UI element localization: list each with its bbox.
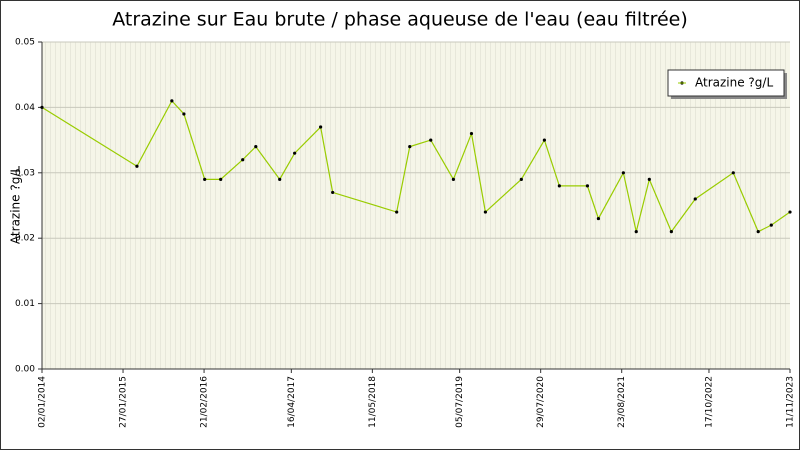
data-point [542, 138, 547, 142]
y-tick-label: 0.01 [15, 299, 35, 309]
data-point [693, 197, 697, 201]
data-point [254, 145, 258, 149]
x-tick-label: 11/05/2018 [368, 376, 378, 428]
y-axis-label: Atrazine ?g/L [9, 166, 23, 244]
data-point [519, 177, 523, 181]
chart-title: Atrazine sur Eau brute / phase aqueuse d… [112, 9, 688, 31]
data-point [647, 177, 651, 181]
y-tick-label: 0.04 [15, 103, 35, 113]
data-point [135, 164, 139, 168]
data-point [756, 230, 760, 234]
y-tick-label: 0.02 [15, 234, 35, 244]
x-tick-label: 11/11/2023 [786, 376, 796, 428]
data-point [170, 99, 174, 103]
data-point [557, 184, 561, 188]
data-point [596, 216, 601, 221]
x-tick-label: 16/04/2017 [287, 376, 297, 428]
data-point [769, 223, 773, 227]
data-point [203, 177, 207, 181]
data-point [429, 138, 433, 142]
series-line [41, 99, 791, 233]
plot-area [42, 42, 790, 369]
x-tick-label: 29/07/2020 [536, 376, 546, 428]
data-point [585, 184, 590, 188]
data-point [331, 190, 335, 195]
x-tick-label: 02/01/2014 [38, 376, 48, 428]
data-point [634, 230, 638, 234]
data-point [469, 131, 474, 136]
x-tick-label: 27/01/2015 [119, 376, 129, 428]
x-tick-label: 23/08/2021 [617, 376, 627, 428]
data-point [182, 112, 186, 116]
data-point [219, 177, 223, 181]
x-tick-label: 05/07/2019 [455, 376, 465, 428]
data-point [395, 210, 399, 214]
legend-label: Atrazine ?g/L [695, 76, 773, 90]
y-tick-label: 0.05 [15, 38, 35, 48]
data-point [669, 230, 673, 234]
data-point [278, 177, 282, 181]
y-tick-label: 0.03 [15, 168, 35, 178]
data-point [483, 210, 487, 214]
data-point [451, 177, 455, 181]
data-point [788, 210, 792, 214]
data-point [293, 151, 297, 155]
x-tick-label: 17/10/2022 [704, 376, 714, 428]
data-point [408, 145, 412, 149]
y-tick-label: 0.00 [15, 365, 35, 375]
data-point [40, 105, 44, 109]
data-point [621, 171, 625, 175]
data-point [241, 158, 245, 162]
legend [667, 69, 785, 97]
data-point [731, 171, 735, 175]
data-point [319, 125, 323, 129]
x-tick-label: 21/02/2016 [200, 376, 210, 428]
plot: 0.00 0.01 0.02 0.03 0.04 0.05 02/01/2014 27/01/… [15, 38, 796, 428]
